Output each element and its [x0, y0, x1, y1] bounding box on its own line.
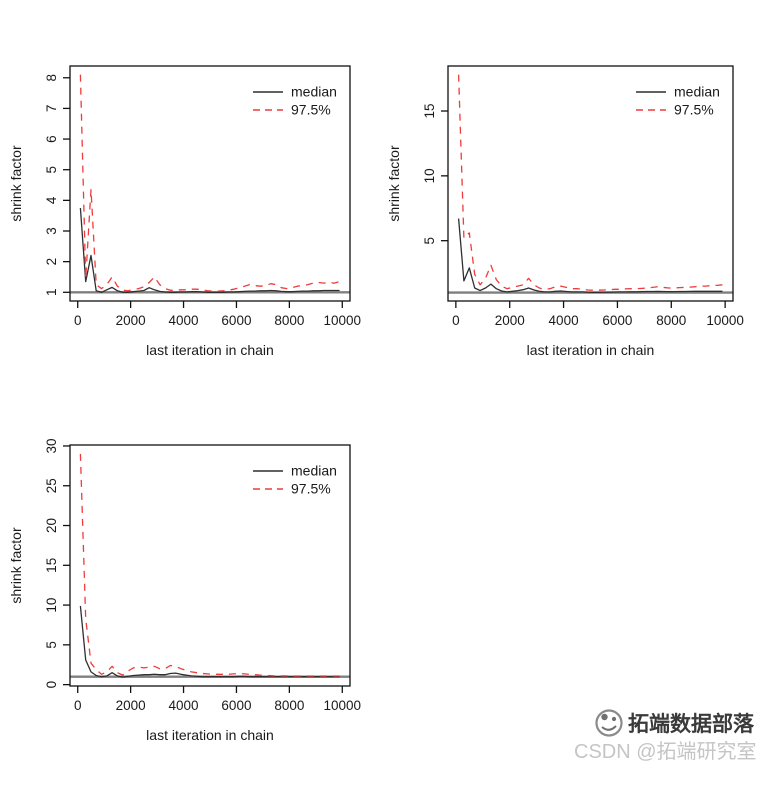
y-tick-label: 10: [44, 598, 59, 613]
x-tick-label: 4000: [169, 313, 199, 328]
legend-q975-label: 97.5%: [291, 102, 331, 118]
x-tick-label: 6000: [221, 698, 251, 713]
y-tick-label: 5: [44, 166, 59, 174]
x-axis-label: last iteration in chain: [527, 342, 655, 358]
y-tick-label: 15: [44, 558, 59, 573]
legend-median-label: median: [291, 84, 337, 100]
x-tick-label: 8000: [656, 313, 686, 328]
series-median-line: [79, 605, 340, 678]
x-tick-label: 6000: [602, 313, 632, 328]
series-median-line: [79, 207, 340, 293]
gelman-plot-top-right: 0 2000 4000 6000 8000 10000 5 10 15 last iteratio…: [373, 0, 768, 400]
legend-median-label: median: [674, 84, 720, 100]
x-tick-label: 0: [452, 313, 460, 328]
y-tick-label: 7: [44, 105, 59, 113]
watermark: 拓端数据部落 CSDN @拓端研究室: [570, 698, 768, 764]
y-tick-label: 25: [44, 478, 59, 493]
x-axis-label: last iteration in chain: [146, 342, 274, 358]
y-tick-label: 5: [422, 237, 437, 245]
chart-svg: 0 2000 4000 6000 8000 10000 5 10 15 last iteratio…: [386, 65, 744, 358]
plot-box: [447, 65, 734, 302]
x-tick-label: 10000: [324, 313, 362, 328]
chart-svg: 0 2000 4000 6000 8000 10000 0 5 10 15 20 25 30 last i…: [8, 438, 362, 743]
x-tick-label: 2000: [495, 313, 525, 328]
legend-median-label: median: [291, 463, 337, 479]
x-tick-label: 8000: [274, 698, 304, 713]
x-tick-label: 10000: [706, 313, 744, 328]
figure-canvas: 0 2000 4000 6000 8000 10000 1 2 3 4 5 6 7 8 last itera…: [0, 0, 768, 764]
x-tick-label: 6000: [221, 313, 251, 328]
x-tick-label: 0: [74, 698, 82, 713]
y-tick-label: 6: [44, 135, 59, 143]
y-tick-label: 20: [44, 518, 59, 533]
watermark-csdn-text: CSDN @拓端研究室: [574, 741, 757, 763]
x-tick-label: 8000: [274, 313, 304, 328]
x-tick-label: 2000: [116, 313, 146, 328]
x-axis-label: last iteration in chain: [146, 727, 274, 743]
y-tick-label: 4: [44, 196, 59, 204]
y-axis-label: shrink factor: [8, 145, 24, 222]
series-q975-line: [79, 74, 340, 292]
y-tick-label: 3: [44, 227, 59, 235]
series-q975-line: [79, 453, 340, 677]
watermark-brand-text: 拓端数据部落: [628, 713, 754, 736]
series-q975-line: [457, 74, 723, 291]
y-axis-label: shrink factor: [8, 527, 24, 604]
y-tick-label: 30: [44, 438, 59, 453]
y-tick-label: 2: [44, 258, 59, 266]
y-tick-label: 5: [44, 641, 59, 649]
y-tick-label: 1: [44, 289, 59, 297]
y-tick-label: 15: [422, 103, 437, 118]
gelman-plot-top-left: 0 2000 4000 6000 8000 10000 1 2 3 4 5 6 7 8 last itera…: [0, 0, 395, 400]
gelman-plot-bottom-left: 0 2000 4000 6000 8000 10000 0 5 10 15 20 25 30 last i…: [0, 379, 395, 789]
y-tick-label: 0: [44, 681, 59, 689]
tecdat-cat-logo-icon: [594, 708, 624, 738]
x-tick-label: 2000: [116, 698, 146, 713]
y-tick-label: 10: [422, 168, 437, 183]
y-tick-label: 8: [44, 74, 59, 82]
x-tick-label: 4000: [169, 698, 199, 713]
x-tick-label: 10000: [324, 698, 362, 713]
x-tick-label: 0: [74, 313, 82, 328]
legend-q975-label: 97.5%: [674, 102, 714, 118]
x-tick-label: 4000: [549, 313, 579, 328]
watermark-brand-row: 拓端数据部落: [594, 708, 754, 738]
y-axis-label: shrink factor: [386, 145, 402, 222]
legend-q975-label: 97.5%: [291, 481, 331, 497]
chart-svg: 0 2000 4000 6000 8000 10000 1 2 3 4 5 6 7 8 last itera…: [8, 65, 362, 358]
plot-box: [69, 65, 351, 302]
series-median-line: [457, 218, 723, 293]
